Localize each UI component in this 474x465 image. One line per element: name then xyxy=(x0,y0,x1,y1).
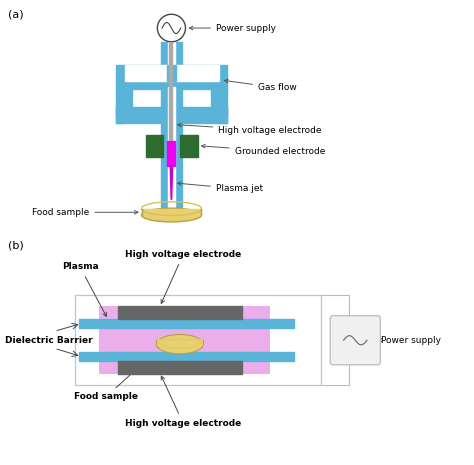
Bar xyxy=(118,306,242,319)
Bar xyxy=(116,115,227,123)
Bar xyxy=(156,339,203,344)
Bar xyxy=(167,140,175,166)
Bar xyxy=(168,42,175,71)
Text: Dielectric Barrier: Dielectric Barrier xyxy=(5,336,93,345)
Text: High voltage electrode: High voltage electrode xyxy=(178,123,322,135)
Text: High voltage electrode: High voltage electrode xyxy=(125,250,241,303)
Bar xyxy=(99,306,270,374)
Bar xyxy=(79,319,294,328)
Bar xyxy=(116,107,124,123)
Text: (b): (b) xyxy=(9,241,24,251)
Ellipse shape xyxy=(156,334,203,354)
Text: High voltage electrode: High voltage electrode xyxy=(125,376,241,428)
Bar xyxy=(180,135,198,157)
Bar xyxy=(142,209,201,215)
Text: Food sample: Food sample xyxy=(32,208,138,217)
Text: Grounded electrode: Grounded electrode xyxy=(201,145,325,156)
Bar xyxy=(219,107,227,123)
Text: Plasma: Plasma xyxy=(62,262,106,316)
Bar xyxy=(116,65,227,89)
Bar xyxy=(125,65,219,81)
Bar xyxy=(118,361,242,373)
Text: Plasma jet: Plasma jet xyxy=(178,182,263,193)
Bar xyxy=(116,88,132,115)
Text: Food sample: Food sample xyxy=(74,354,154,401)
FancyBboxPatch shape xyxy=(330,316,380,365)
Polygon shape xyxy=(170,166,173,199)
Bar xyxy=(211,88,227,115)
Bar xyxy=(116,107,227,115)
Bar xyxy=(161,42,182,71)
Bar xyxy=(75,295,321,385)
Bar xyxy=(167,65,176,81)
Bar xyxy=(146,135,164,157)
Bar xyxy=(168,87,175,207)
Text: Gas flow: Gas flow xyxy=(224,79,297,92)
Bar xyxy=(79,352,294,361)
Bar xyxy=(161,87,182,207)
Text: Power supply: Power supply xyxy=(378,336,441,345)
Text: Power supply: Power supply xyxy=(189,24,276,33)
Ellipse shape xyxy=(141,208,201,222)
Text: (a): (a) xyxy=(9,10,24,20)
